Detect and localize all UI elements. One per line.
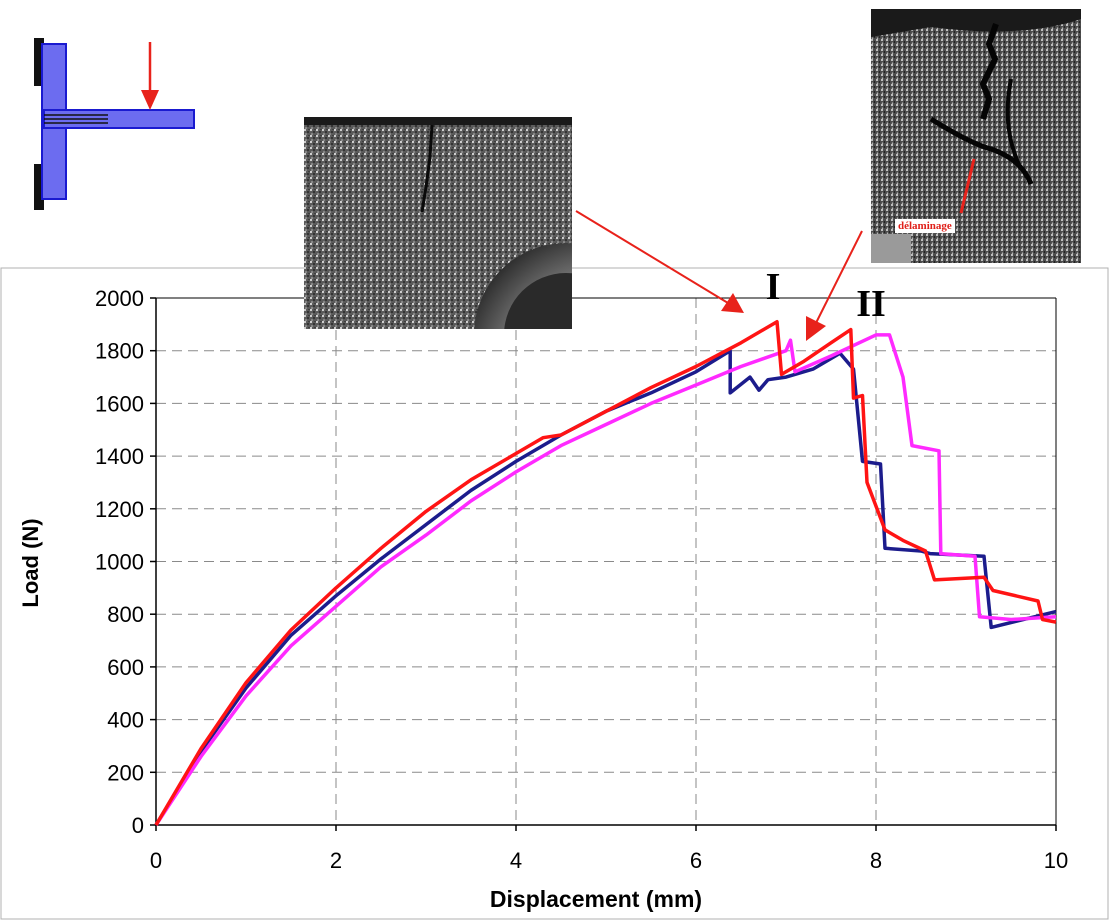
y-tick-label: 1800 — [95, 339, 144, 364]
y-tick-label: 200 — [107, 760, 144, 785]
annotation-peak-II: II — [856, 283, 886, 325]
series-line-1 — [154, 348, 1057, 826]
x-tick-label: 2 — [330, 848, 342, 873]
y-tick-label: 1200 — [95, 497, 144, 522]
x-axis-label: Displacement (mm) — [490, 886, 702, 912]
crack-line — [420, 124, 434, 213]
y-tick-label: 0 — [132, 813, 144, 838]
y-axis-label: Load (N) — [18, 518, 43, 607]
load-arrow-icon — [141, 90, 159, 110]
y-tick-label: 2000 — [95, 286, 144, 311]
y-tick-label: 800 — [107, 602, 144, 627]
crack-photo — [304, 117, 572, 329]
x-tick-label: 0 — [150, 848, 162, 873]
delamination-crack — [929, 116, 1034, 186]
series-line-2 — [154, 333, 1057, 826]
lower-clamp — [34, 164, 44, 210]
grid — [156, 297, 1057, 825]
delamination-label: délaminage — [895, 219, 955, 233]
y-tick-label: 600 — [107, 655, 144, 680]
y-tick-label: 400 — [107, 708, 144, 733]
specimen-diagram — [34, 38, 195, 210]
y-tick-label: 1600 — [95, 391, 144, 416]
annotation-peak-I: I — [766, 266, 781, 308]
series-line-3 — [154, 319, 1057, 826]
tick-labels: 0 200 400 600 800 1000 1200 1400 1600 1800 2000 0 2 4… — [95, 286, 1068, 873]
axes — [150, 297, 1057, 831]
y-tick-label: 1400 — [95, 444, 144, 469]
delamination-pointer — [959, 158, 976, 214]
upper-clamp — [34, 38, 44, 86]
y-tick-label: 1000 — [95, 550, 144, 575]
chart-frame — [0, 267, 1109, 920]
x-tick-label: 6 — [690, 848, 702, 873]
delamination-photo: délaminage — [871, 9, 1081, 263]
x-tick-label: 4 — [510, 848, 522, 873]
x-tick-label: 8 — [870, 848, 882, 873]
crack-line — [979, 23, 999, 120]
series-layer — [154, 319, 1057, 826]
x-tick-label: 10 — [1044, 848, 1068, 873]
